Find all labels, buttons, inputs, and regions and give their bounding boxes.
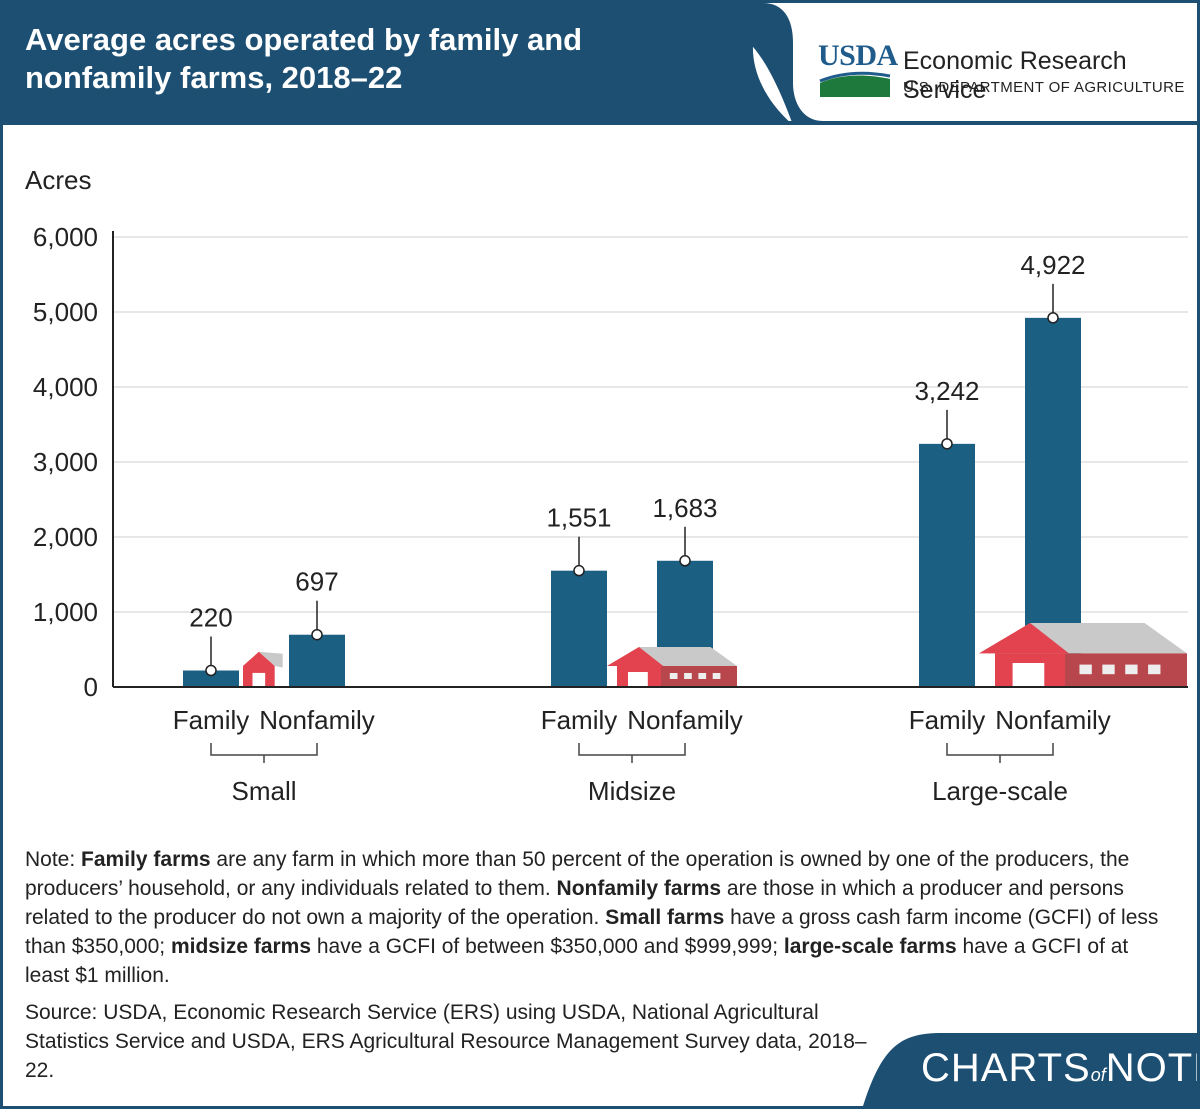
data-label: 3,242 bbox=[914, 376, 979, 406]
bar-chart: Acres 0 1,000 2,000 3,000 4,000 5,000 6,000 220 F… bbox=[25, 165, 1188, 806]
barn-roof bbox=[258, 651, 283, 668]
data-label: 1,683 bbox=[652, 493, 717, 523]
y-tick-label: 6,000 bbox=[33, 222, 98, 252]
barn-window bbox=[1079, 664, 1092, 675]
note-term-family: Family farms bbox=[81, 848, 211, 871]
x-category-label: Nonfamily bbox=[995, 705, 1111, 735]
page-title: Average acres operated by family and non… bbox=[25, 22, 583, 95]
barn-window bbox=[1148, 664, 1161, 675]
note-term-small: Small farms bbox=[605, 906, 725, 929]
note-term-midsize: midsize farms bbox=[170, 935, 312, 958]
note-text-4: have a GCFI of between $350,000 and $999… bbox=[311, 935, 784, 958]
x-category-label: Family bbox=[541, 705, 618, 735]
agency-name: Economic Research Service bbox=[903, 47, 1127, 104]
bar bbox=[183, 670, 239, 687]
barn-gable bbox=[607, 647, 664, 666]
y-tick-label: 0 bbox=[84, 672, 98, 702]
barn-window bbox=[1125, 664, 1138, 675]
department-name: U.S. DEPARTMENT OF AGRICULTURE bbox=[903, 79, 1185, 96]
group-label: Small bbox=[231, 776, 296, 806]
barn-door bbox=[252, 672, 266, 687]
bar bbox=[919, 443, 975, 687]
brand-word-charts: CHARTS bbox=[921, 1046, 1091, 1090]
x-category-label: Family bbox=[909, 705, 986, 735]
y-tick-label: 4,000 bbox=[33, 372, 98, 402]
bar bbox=[551, 570, 607, 687]
barn-illustration bbox=[243, 651, 275, 687]
barn-door bbox=[1012, 663, 1045, 687]
note-prefix: Note: bbox=[25, 848, 82, 871]
barn-window bbox=[684, 673, 692, 679]
group-label: Large-scale bbox=[932, 776, 1068, 806]
brand-background bbox=[863, 1033, 1197, 1106]
group-bracket bbox=[578, 743, 686, 763]
barn-gable bbox=[979, 623, 1069, 654]
note-term-nonfamily: Nonfamily farms bbox=[556, 877, 722, 900]
usda-logo: USDA bbox=[818, 39, 898, 101]
data-label: 220 bbox=[189, 603, 232, 633]
y-tick-label: 2,000 bbox=[33, 522, 98, 552]
data-point-marker bbox=[679, 555, 691, 567]
barn-window bbox=[669, 673, 678, 679]
x-category-label: Family bbox=[173, 705, 250, 735]
data-label: 697 bbox=[295, 567, 338, 597]
y-axis-title: Acres bbox=[25, 165, 91, 195]
note-text-5: have a GCFI of at least $1 million. bbox=[25, 935, 1129, 987]
data-point-marker bbox=[311, 628, 323, 641]
charts-of-note-logo: CHARTSofNOTE bbox=[921, 1046, 1197, 1091]
brand-word-of: of bbox=[1090, 1065, 1106, 1085]
note-text-3: have a gross cash farm income (GCFI) of … bbox=[25, 906, 1159, 958]
note-term-large: large-scale farms bbox=[783, 935, 957, 958]
data-point-marker bbox=[205, 664, 217, 677]
note-text-1: are any farm in which more than 50 perce… bbox=[25, 848, 1130, 900]
group-label: Midsize bbox=[588, 776, 676, 806]
usda-logo-swoosh bbox=[819, 71, 891, 97]
data-point-marker bbox=[573, 564, 585, 577]
data-point-marker bbox=[941, 438, 953, 450]
barn-window bbox=[712, 673, 721, 679]
brand-word-note: NOTE bbox=[1105, 1046, 1197, 1090]
chart-source: Source: USDA, Economic Research Service … bbox=[25, 1001, 867, 1082]
note-text-2: are those in which a producer and person… bbox=[25, 877, 1124, 929]
group-bracket bbox=[210, 743, 318, 763]
y-tick-label: 5,000 bbox=[33, 297, 98, 327]
x-category-label: Nonfamily bbox=[259, 705, 375, 735]
bar bbox=[289, 634, 345, 687]
group-bracket bbox=[946, 743, 1054, 763]
y-tick-label: 3,000 bbox=[33, 447, 98, 477]
barn-window bbox=[1102, 664, 1115, 675]
data-label: 4,922 bbox=[1020, 250, 1085, 280]
barn-door bbox=[628, 672, 648, 687]
chart-note: Note: Family farms are any farm in which… bbox=[25, 845, 1175, 990]
x-category-label: Nonfamily bbox=[627, 705, 743, 735]
data-point-marker bbox=[1047, 312, 1059, 324]
data-label: 1,551 bbox=[546, 503, 611, 533]
usda-logo-text: USDA bbox=[818, 39, 898, 72]
y-tick-label: 1,000 bbox=[33, 597, 98, 627]
barn-window bbox=[698, 673, 707, 679]
